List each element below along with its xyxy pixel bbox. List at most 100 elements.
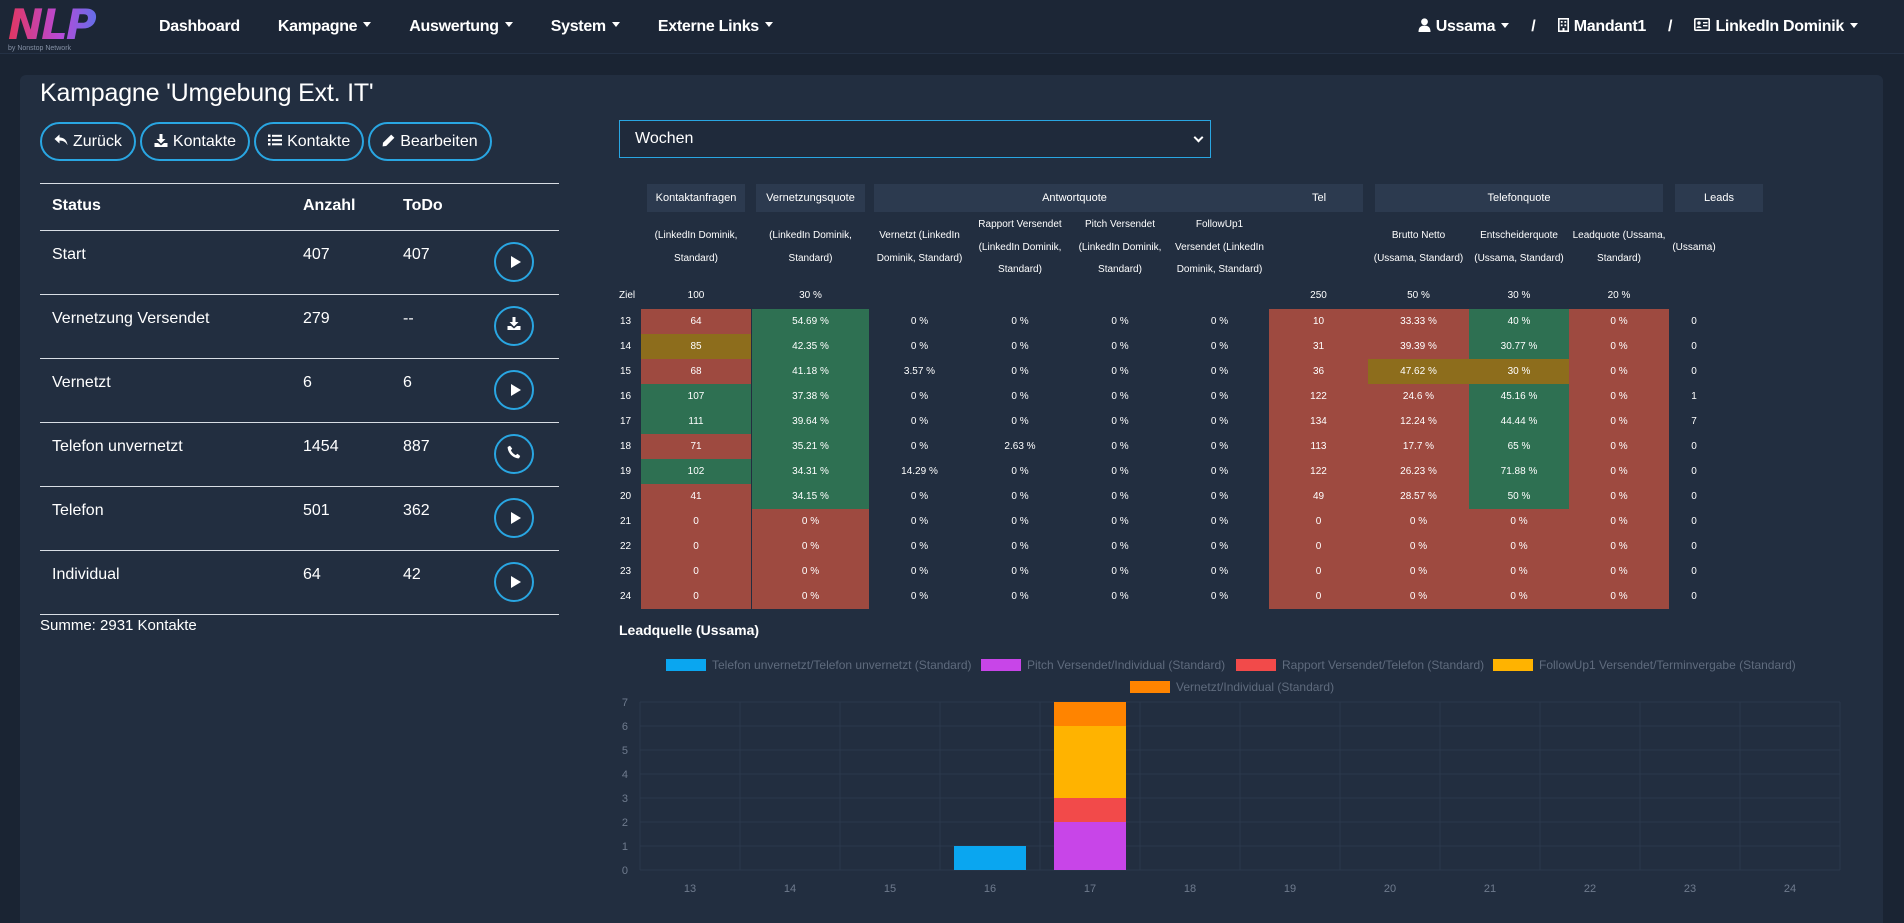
- edit-button[interactable]: Bearbeiten: [368, 122, 492, 161]
- status-row-telefon: Telefon 501 362: [40, 487, 559, 551]
- nav-separator: /: [1668, 18, 1673, 35]
- play-icon: [510, 256, 521, 268]
- legend-label: Vernetzt/Individual (Standard): [1176, 680, 1335, 694]
- legend-item[interactable]: Pitch Versendet/Individual (Standard): [981, 658, 1225, 672]
- period-select-value: Wochen: [635, 130, 694, 147]
- status-table: Status Anzahl ToDo Start 407 407 Vernetz…: [40, 183, 559, 615]
- vernetzung-download-button[interactable]: [494, 306, 534, 346]
- contacts-sum: Summe: 2931 Kontakte: [40, 617, 197, 634]
- status-label: Vernetzung Versendet: [52, 310, 210, 327]
- status-row-telefon-unvernetzt: Telefon unvernetzt 1454 887: [40, 423, 559, 487]
- status-todo: 42: [403, 566, 421, 583]
- logo-subtitle: by Nonstop Network: [8, 45, 72, 52]
- status-count: 64: [303, 566, 321, 583]
- nav-externe-links-label: Externe Links: [657, 18, 759, 35]
- status-todo: 887: [403, 438, 430, 455]
- header-status: Status: [52, 197, 101, 214]
- list-contacts-button[interactable]: Kontakte: [254, 122, 365, 161]
- legend-item[interactable]: Vernetzt/Individual (Standard): [1130, 680, 1334, 694]
- nav-kampagne-label: Kampagne: [277, 18, 358, 35]
- user-icon: [1418, 17, 1431, 37]
- status-row-individual: Individual 64 42: [40, 551, 559, 615]
- legend-item[interactable]: Rapport Versendet/Telefon (Standard): [1236, 658, 1484, 672]
- back-button[interactable]: Zurück: [40, 122, 136, 161]
- status-label: Telefon: [52, 502, 104, 519]
- start-action-button[interactable]: [494, 242, 534, 282]
- telefon-action-button[interactable]: [494, 498, 534, 538]
- caret-down-icon: [1501, 22, 1510, 28]
- status-todo: --: [403, 310, 414, 327]
- legend-item[interactable]: FollowUp1 Versendet/Terminvergabe (Stand…: [1493, 658, 1796, 672]
- top-navbar: NLP by Nonstop Network Dashboard Kampagn…: [0, 0, 1904, 54]
- nav-auswertung-label: Auswertung: [409, 18, 499, 35]
- list-contacts-label: Kontakte: [287, 132, 351, 150]
- status-count: 407: [303, 246, 330, 263]
- legend-label: Telefon unvernetzt/Telefon unvernetzt (S…: [712, 658, 972, 672]
- individual-action-button[interactable]: [494, 562, 534, 602]
- nav-dashboard[interactable]: Dashboard: [159, 18, 240, 36]
- period-select[interactable]: Wochen: [619, 120, 1211, 158]
- reply-arrow-icon: [54, 134, 68, 149]
- status-row-vernetzt: Vernetzt 6 6: [40, 359, 559, 423]
- status-count: 279: [303, 310, 330, 327]
- caret-down-icon: [611, 22, 620, 28]
- chevron-down-icon: [1193, 132, 1204, 143]
- nav-auswertung[interactable]: Auswertung: [409, 18, 513, 36]
- nav-system-label: System: [550, 18, 606, 35]
- page-title: Kampagne 'Umgebung Ext. IT': [40, 79, 374, 107]
- main-nav: Dashboard Kampagne Auswertung System Ext…: [159, 0, 811, 54]
- play-icon: [510, 512, 521, 524]
- caret-down-icon: [504, 22, 513, 28]
- chart-title: Leadquelle (Ussama): [619, 622, 760, 638]
- legend-swatch: [1130, 681, 1170, 693]
- legend-label: FollowUp1 Versendet/Terminvergabe (Stand…: [1539, 658, 1796, 672]
- mandant-menu[interactable]: Mandant1: [1557, 17, 1647, 37]
- nav-kampagne[interactable]: Kampagne: [277, 18, 372, 36]
- legend-item[interactable]: Telefon unvernetzt/Telefon unvernetzt (S…: [666, 658, 972, 672]
- play-icon: [510, 576, 521, 588]
- status-count: 6: [303, 374, 312, 391]
- nav-separator: /: [1531, 18, 1536, 35]
- legend-swatch: [981, 659, 1021, 671]
- status-label: Start: [52, 246, 86, 263]
- play-icon: [510, 384, 521, 396]
- download-contacts-button[interactable]: Kontakte: [139, 122, 251, 161]
- user-menu[interactable]: Ussama: [1418, 17, 1510, 37]
- status-count: 501: [303, 502, 330, 519]
- download-contacts-label: Kontakte: [172, 132, 237, 150]
- status-row-start: Start 407 407: [40, 231, 559, 295]
- status-todo: 362: [403, 502, 430, 519]
- nav-system[interactable]: System: [551, 18, 620, 36]
- nlp-logo[interactable]: NLP by Nonstop Network: [8, 3, 113, 53]
- mandant-name: Mandant1: [1573, 18, 1647, 35]
- legend-swatch: [1236, 659, 1276, 671]
- status-count: 1454: [303, 438, 339, 455]
- status-label: Telefon unvernetzt: [52, 438, 183, 455]
- phone-icon: [507, 445, 521, 464]
- status-label: Individual: [52, 566, 120, 583]
- download-icon: [507, 317, 521, 335]
- list-icon: [268, 134, 283, 149]
- caret-down-icon: [1850, 22, 1858, 28]
- vernetzt-action-button[interactable]: [494, 370, 534, 410]
- campaign-panel: Kampagne 'Umgebung Ext. IT' Zurück Konta…: [20, 75, 1883, 923]
- edit-button-label: Bearbeiten: [400, 132, 478, 150]
- status-row-vernetzung-versendet: Vernetzung Versendet 279 --: [40, 295, 559, 359]
- action-buttons: Zurück Kontakte Kontakte Bearbeiten: [40, 122, 496, 161]
- logo-mark: NLP: [8, 3, 113, 47]
- account-name: LinkedIn Dominik: [1715, 18, 1844, 35]
- nav-dashboard-label: Dashboard: [159, 18, 240, 35]
- back-button-label: Zurück: [73, 132, 122, 150]
- account-menu[interactable]: LinkedIn Dominik: [1694, 18, 1858, 36]
- nav-externe-links[interactable]: Externe Links: [658, 18, 773, 36]
- telefon-unvernetzt-call-button[interactable]: [494, 434, 534, 474]
- header-count: Anzahl: [303, 197, 356, 214]
- legend-swatch: [1493, 659, 1533, 671]
- caret-down-icon: [764, 22, 773, 28]
- status-label: Vernetzt: [52, 374, 111, 391]
- legend-label: Pitch Versendet/Individual (Standard): [1027, 658, 1226, 672]
- status-table-header: Status Anzahl ToDo: [40, 183, 559, 231]
- legend-label: Rapport Versendet/Telefon (Standard): [1282, 658, 1485, 672]
- caret-down-icon: [363, 22, 372, 28]
- status-todo: 6: [403, 374, 412, 391]
